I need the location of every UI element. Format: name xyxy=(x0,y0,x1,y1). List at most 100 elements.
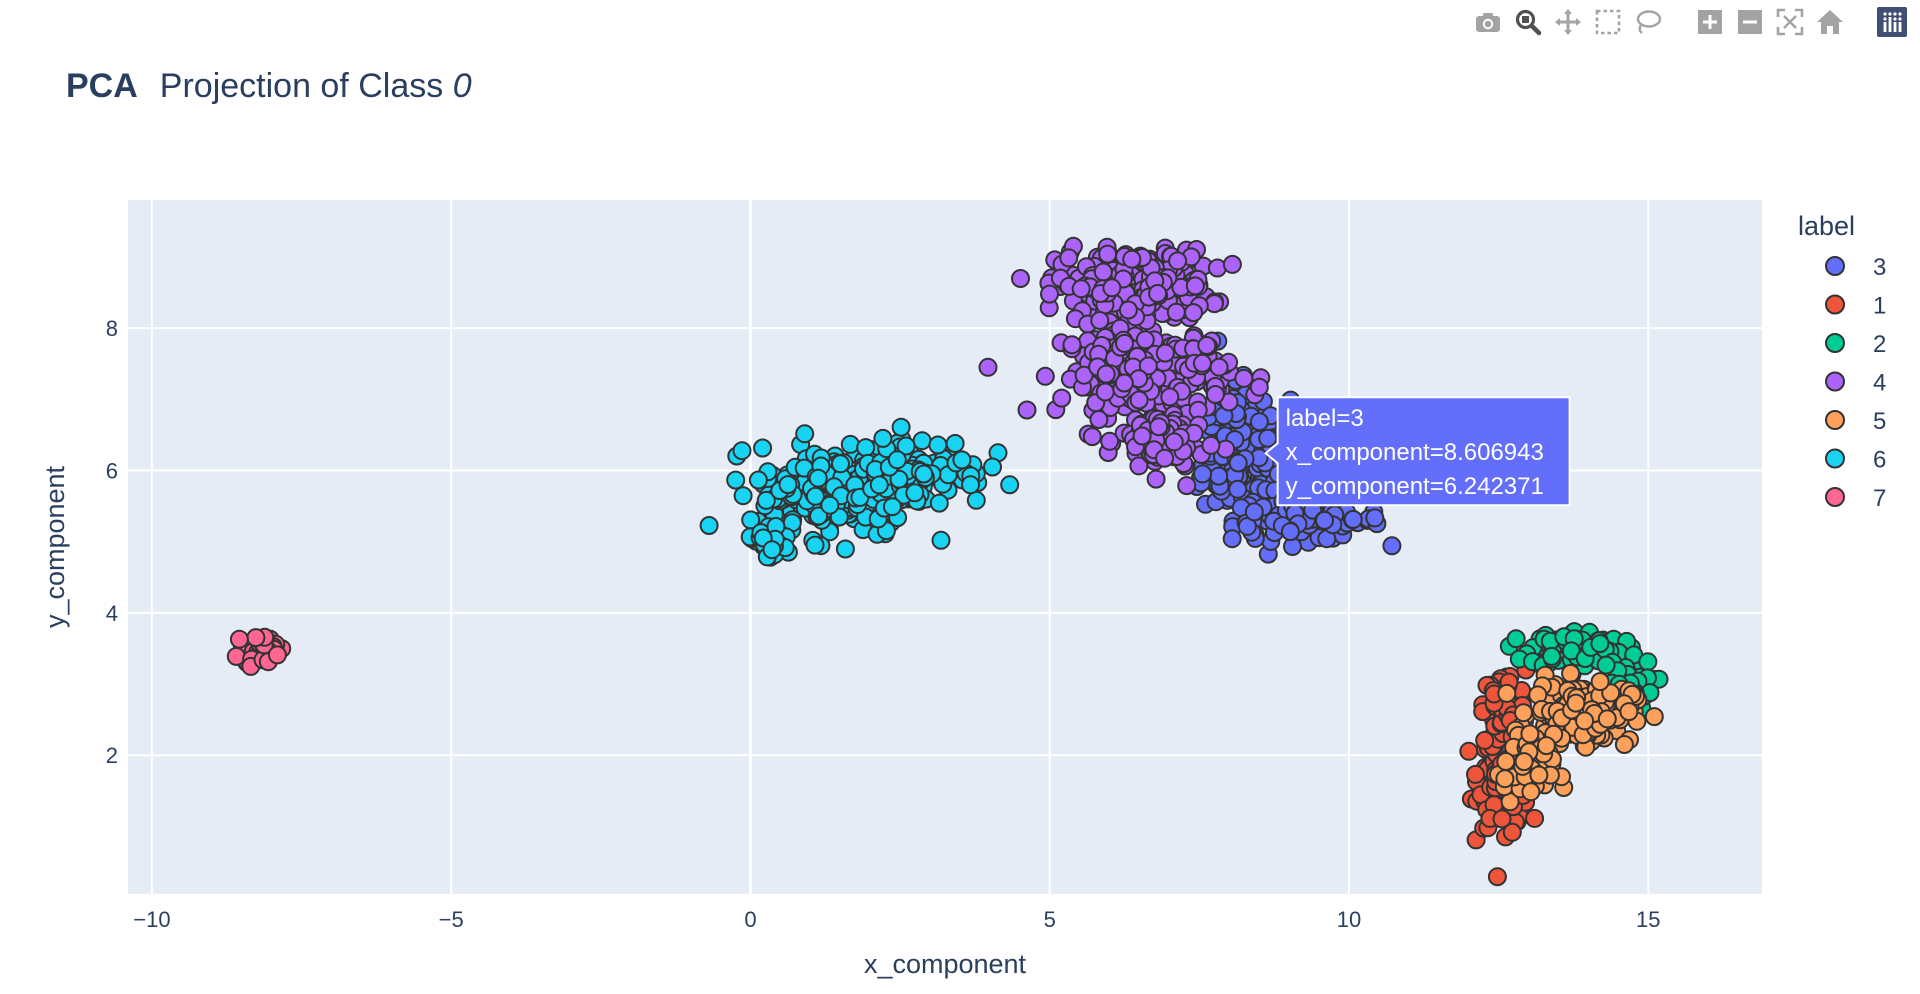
data-point[interactable] xyxy=(1122,249,1142,269)
data-point[interactable] xyxy=(1536,736,1556,756)
data-point[interactable] xyxy=(1052,388,1072,408)
data-point[interactable] xyxy=(1071,279,1091,299)
autoscale-icon[interactable] xyxy=(1770,4,1810,40)
data-point[interactable] xyxy=(882,497,902,517)
legend-marker[interactable] xyxy=(1825,487,1845,507)
legend-label[interactable]: 2 xyxy=(1873,331,1886,358)
data-point[interactable] xyxy=(1561,663,1581,683)
zoom-icon[interactable] xyxy=(1508,4,1548,40)
data-point[interactable] xyxy=(1149,417,1169,437)
data-point[interactable] xyxy=(1542,646,1562,666)
data-point[interactable] xyxy=(778,475,798,495)
data-point[interactable] xyxy=(905,483,925,503)
data-point[interactable] xyxy=(1497,683,1517,703)
data-point[interactable] xyxy=(1185,276,1205,296)
data-point[interactable] xyxy=(699,516,719,535)
data-point[interactable] xyxy=(1102,278,1122,298)
data-point[interactable] xyxy=(1619,702,1639,722)
legend-label[interactable]: 1 xyxy=(1873,293,1886,320)
data-point[interactable] xyxy=(1496,752,1516,771)
data-point[interactable] xyxy=(1228,479,1248,499)
data-point[interactable] xyxy=(1529,765,1549,785)
data-point[interactable] xyxy=(1100,431,1120,451)
data-point[interactable] xyxy=(1089,410,1109,429)
data-point[interactable] xyxy=(1035,366,1055,386)
data-point[interactable] xyxy=(831,454,850,474)
data-point[interactable] xyxy=(978,357,998,377)
data-point[interactable] xyxy=(1095,382,1115,402)
data-point[interactable] xyxy=(840,434,860,454)
data-point[interactable] xyxy=(1596,655,1616,675)
data-point[interactable] xyxy=(1184,303,1203,323)
data-point[interactable] xyxy=(805,535,825,555)
data-point[interactable] xyxy=(1201,435,1221,455)
data-point[interactable] xyxy=(928,435,948,455)
data-point[interactable] xyxy=(1138,356,1158,376)
data-point[interactable] xyxy=(961,475,980,495)
data-point[interactable] xyxy=(1566,693,1586,713)
camera-icon[interactable] xyxy=(1468,4,1508,40)
lasso-select-icon[interactable] xyxy=(1628,4,1668,40)
home-icon[interactable] xyxy=(1810,4,1850,40)
data-point[interactable] xyxy=(808,468,828,488)
data-point[interactable] xyxy=(1082,427,1102,447)
data-point[interactable] xyxy=(1160,387,1180,407)
data-point[interactable] xyxy=(795,424,815,444)
data-point[interactable] xyxy=(1459,741,1479,761)
data-point[interactable] xyxy=(869,475,889,495)
data-point[interactable] xyxy=(229,629,249,649)
data-point[interactable] xyxy=(1280,522,1300,542)
data-point[interactable] xyxy=(1495,769,1515,789)
data-point[interactable] xyxy=(889,469,909,489)
data-point[interactable] xyxy=(873,428,893,448)
data-point[interactable] xyxy=(1129,456,1149,476)
data-point[interactable] xyxy=(1193,464,1212,484)
data-point[interactable] xyxy=(1228,453,1248,473)
data-point[interactable] xyxy=(1492,809,1512,829)
data-point[interactable] xyxy=(1475,730,1495,750)
data-point[interactable] xyxy=(1000,475,1020,495)
data-point[interactable] xyxy=(1614,735,1634,754)
data-point[interactable] xyxy=(1011,269,1030,288)
data-point[interactable] xyxy=(1244,502,1264,522)
box-select-icon[interactable] xyxy=(1588,4,1628,40)
data-point[interactable] xyxy=(1177,476,1197,496)
data-point[interactable] xyxy=(1155,343,1175,363)
legend-label[interactable]: 3 xyxy=(1873,254,1886,281)
data-point[interactable] xyxy=(1466,764,1485,784)
zoom-in-icon[interactable] xyxy=(1690,4,1730,40)
data-point[interactable] xyxy=(1118,300,1138,320)
legend-marker[interactable] xyxy=(1825,294,1845,315)
data-point[interactable] xyxy=(1209,357,1229,377)
data-point[interactable] xyxy=(726,470,746,490)
data-point[interactable] xyxy=(267,645,287,665)
data-point[interactable] xyxy=(945,434,965,453)
data-point[interactable] xyxy=(1249,377,1269,397)
data-point[interactable] xyxy=(753,438,773,458)
data-point[interactable] xyxy=(1644,707,1664,727)
data-point[interactable] xyxy=(1096,364,1116,384)
data-point[interactable] xyxy=(762,540,782,560)
data-point[interactable] xyxy=(1059,248,1079,268)
data-point[interactable] xyxy=(1146,469,1166,489)
data-point[interactable] xyxy=(1168,251,1188,271)
data-point[interactable] xyxy=(1343,509,1363,529)
data-point[interactable] xyxy=(1222,529,1242,549)
data-point[interactable] xyxy=(1382,536,1402,556)
data-point[interactable] xyxy=(1062,335,1082,355)
data-point[interactable] xyxy=(1638,652,1658,672)
data-point[interactable] xyxy=(732,441,752,461)
data-point[interactable] xyxy=(1129,390,1149,410)
data-point[interactable] xyxy=(1155,448,1175,468)
legend-marker[interactable] xyxy=(1825,448,1845,469)
data-point[interactable] xyxy=(1502,822,1522,842)
data-point[interactable] xyxy=(1487,867,1507,887)
plotly-logo-icon[interactable] xyxy=(1872,4,1912,40)
data-point[interactable] xyxy=(1098,244,1118,264)
data-point[interactable] xyxy=(1315,510,1334,530)
pan-icon[interactable] xyxy=(1548,4,1588,40)
data-point[interactable] xyxy=(820,495,840,515)
data-point[interactable] xyxy=(1209,466,1229,486)
data-point[interactable] xyxy=(748,470,768,490)
data-point[interactable] xyxy=(1040,284,1059,304)
